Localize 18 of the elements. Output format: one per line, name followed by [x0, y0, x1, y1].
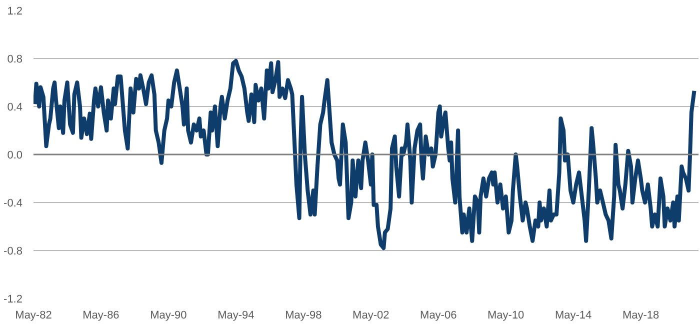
y-tick-label: 0.0 [7, 150, 23, 162]
x-tick-label: May-86 [82, 310, 120, 322]
y-tick-label: 0.4 [7, 102, 23, 114]
x-tick-label: May-18 [622, 310, 660, 322]
x-tick-label: May-14 [554, 310, 592, 322]
line-series [34, 58, 696, 250]
y-tick-label: -0.4 [4, 198, 23, 210]
x-tick-label: May-06 [420, 310, 457, 322]
y-tick-label: -1.2 [4, 294, 23, 306]
x-tick-label: May-02 [352, 310, 390, 322]
x-tick-label: May-98 [285, 310, 322, 322]
y-tick-label: 1.2 [7, 6, 23, 18]
x-tick-label: May-90 [150, 310, 187, 322]
x-tick-label: May-82 [15, 310, 52, 322]
x-tick-label: May-10 [488, 310, 524, 322]
y-tick-label: -0.8 [4, 246, 23, 258]
x-tick-label: May-94 [218, 310, 254, 322]
y-tick-label: 0.8 [7, 54, 23, 66]
